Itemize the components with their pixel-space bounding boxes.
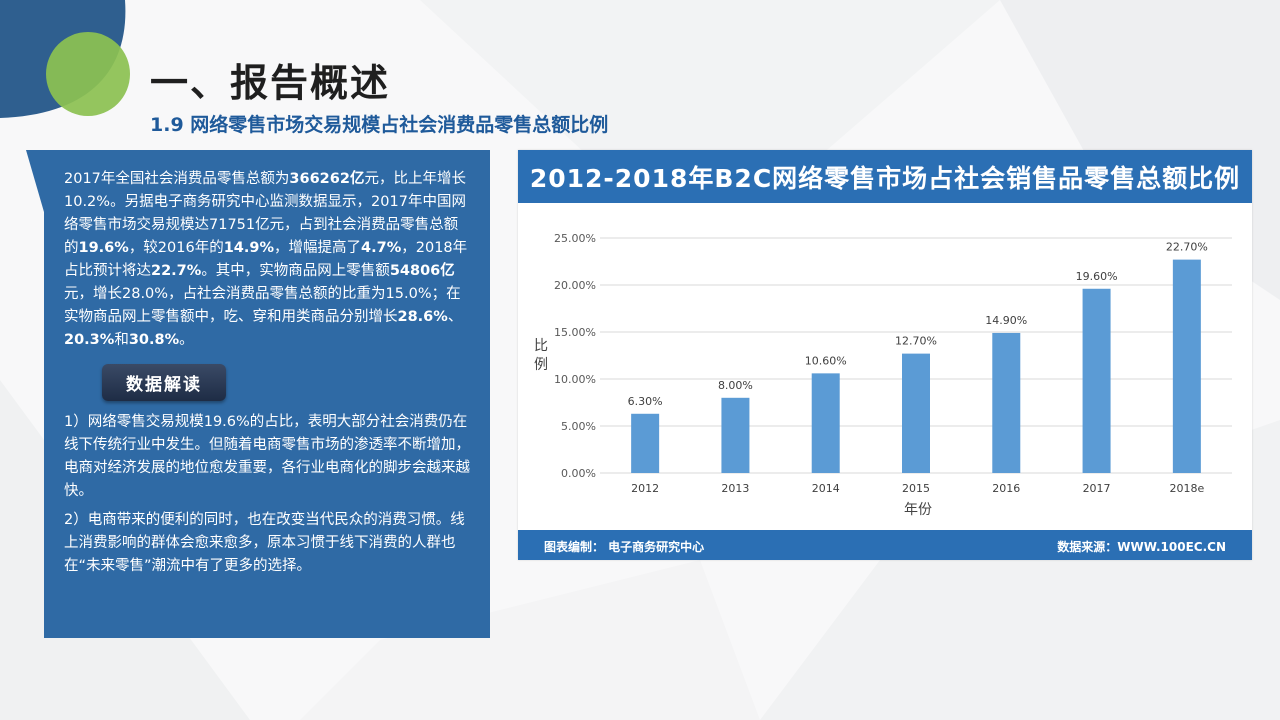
- data-interpretation-badge: 数据解读: [102, 364, 226, 401]
- bar-2014: [811, 373, 840, 473]
- x-tick-label: 2017: [1083, 482, 1111, 495]
- x-tick-label: 2016: [992, 482, 1020, 495]
- bar-chart: 0.00% 5.00% 10.00% 15.00% 20.00% 25.00% 6.30%…: [534, 232, 1232, 518]
- summary-text-run: 2017年全国社会消费品零售总额为: [64, 171, 290, 187]
- page-title: 一、报告概述: [150, 61, 391, 105]
- x-axis-label: 年份: [904, 502, 932, 518]
- summary-text-run: 30.8%: [128, 332, 180, 348]
- bar-value-label: 8.00%: [718, 379, 753, 392]
- summary-panel: 2017年全国社会消费品零售总额为366262亿元，比上年增长10.2%。另据电…: [44, 150, 490, 638]
- bar-2016: [992, 332, 1021, 473]
- summary-text-run: 和: [114, 332, 129, 348]
- bar-value-label: 14.90%: [985, 314, 1027, 327]
- summary-text-run: 366262亿: [289, 171, 365, 187]
- y-axis-ticks: 0.00% 5.00% 10.00% 15.00% 20.00% 25.00%: [554, 232, 596, 480]
- summary-text-run: 。其中，实物商品网上零售额: [201, 263, 390, 279]
- chart-source-left: 图表编制： 电子商务研究中心: [544, 540, 705, 554]
- interpretation-point-1: 1）网络零售交易规模19.6%的占比，表明大部分社会消费仍在线下传统行业中发生。…: [64, 414, 470, 499]
- summary-text-run: 22.7%: [151, 263, 202, 279]
- bar-2015: [902, 353, 930, 473]
- summary-text-run: 20.3%: [64, 332, 115, 348]
- green-circle-shape: [46, 32, 130, 116]
- bar-2012: [631, 413, 660, 473]
- summary-text-run: 。: [179, 332, 194, 348]
- summary-text-run: 元，比上年增长10.2%。另据电子商务研究中心监测数据显示，2017年中国网络零…: [64, 171, 466, 256]
- summary-text-run: 54806亿: [389, 263, 455, 279]
- summary-text-run: 14.9%: [223, 240, 275, 256]
- y-tick-label: 0.00%: [561, 467, 596, 480]
- summary-text-run: 19.6%: [78, 240, 129, 256]
- summary-text-run: 、: [447, 309, 463, 325]
- page-subtitle: 1.9 网络零售市场交易规模占社会消费品零售总额比例: [150, 114, 609, 136]
- bar-2018e: [1172, 259, 1201, 473]
- summary-text-run: ，增幅提高了: [274, 240, 362, 256]
- chart-title: 2012-2018年B2C网络零售市场占社会销售品零售总额比例: [518, 150, 1252, 203]
- bar-value-label: 22.70%: [1166, 241, 1208, 254]
- bar-value-label: 19.60%: [1076, 270, 1118, 283]
- chart-card: 2012-2018年B2C网络零售市场占社会销售品零售总额比例 0.00% 5.0…: [518, 150, 1252, 560]
- x-tick-label: 2014: [812, 482, 840, 495]
- y-tick-label: 10.00%: [554, 373, 596, 386]
- x-tick-label: 2012: [631, 482, 659, 495]
- bar-2017: [1082, 288, 1111, 473]
- bar-data-labels: 6.30% 8.00% 10.60% 12.70% 14.90% 19.60% 22.70%: [628, 241, 1208, 408]
- chart-footer: 图表编制： 电子商务研究中心 数据来源：WWW.100EC.CN: [518, 530, 1252, 560]
- y-axis-label-char-2: 例: [534, 357, 548, 373]
- summary-paragraph: 2017年全国社会消费品零售总额为366262亿元，比上年增长10.2%。另据电…: [64, 168, 472, 352]
- bar-value-label: 6.30%: [628, 395, 663, 408]
- chart-bars: [631, 259, 1201, 473]
- summary-text-run: 4.7%: [361, 240, 402, 256]
- x-axis-ticks: 2012 2013 2014 2015 2016 2017 2018e: [631, 482, 1204, 495]
- x-tick-label: 2015: [902, 482, 930, 495]
- interpretation-point-2: 2）电商带来的便利的同时，也在改变当代民众的消费习惯。线上消费影响的群体会愈来愈…: [64, 512, 465, 574]
- summary-text-run: 28.6%: [397, 309, 448, 325]
- summary-text-run: ，2018年占比预计将达: [64, 240, 468, 279]
- x-tick-label: 2013: [721, 482, 749, 495]
- bar-value-label: 12.70%: [895, 335, 937, 348]
- summary-text-run: 元，增长28.0%，占社会消费品零售总额的比重为15.0%；在实物商品网上零售额…: [64, 286, 461, 325]
- summary-text-run: ，较2016年的: [128, 240, 224, 256]
- chart-source-right: 数据来源：WWW.100EC.CN: [1057, 540, 1226, 554]
- y-tick-label: 5.00%: [561, 420, 596, 433]
- y-tick-label: 20.00%: [554, 279, 596, 292]
- x-tick-label: 2018e: [1169, 482, 1204, 495]
- bar-2013: [721, 397, 750, 473]
- bar-value-label: 10.60%: [805, 354, 847, 367]
- y-tick-label: 25.00%: [554, 232, 596, 245]
- y-tick-label: 15.00%: [554, 326, 596, 339]
- y-axis-label-char-1: 比: [534, 338, 548, 354]
